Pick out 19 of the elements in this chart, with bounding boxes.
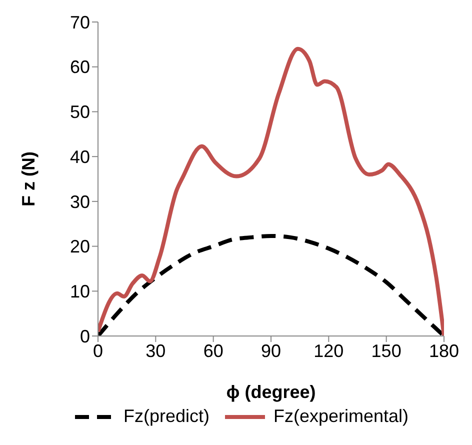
x-tick-label: 120 xyxy=(314,340,344,361)
y-tick-label: 40 xyxy=(70,146,90,167)
x-tick-label: 180 xyxy=(428,340,460,361)
y-tick-label: 30 xyxy=(70,192,90,212)
x-tick-label: 90 xyxy=(260,340,282,361)
x-tick-label: 0 xyxy=(92,340,104,361)
y-tick-label: 60 xyxy=(70,57,90,78)
x-tick-label: 30 xyxy=(146,340,166,361)
legend-label: Fz(experimental) xyxy=(273,406,409,427)
legend-label: Fz(predict) xyxy=(123,406,210,427)
y-axis-title: F z (N) xyxy=(18,152,38,206)
y-tick-label: 10 xyxy=(70,282,90,302)
x-tick-label: 60 xyxy=(203,340,224,361)
x-axis-title: ϕ (degree) xyxy=(226,382,316,402)
x-tick-label: 150 xyxy=(371,340,402,361)
y-tick-label: 70 xyxy=(70,12,90,32)
y-tick-label: 20 xyxy=(70,236,90,257)
y-tick-label: 0 xyxy=(80,326,90,346)
y-tick-label: 50 xyxy=(70,102,90,122)
